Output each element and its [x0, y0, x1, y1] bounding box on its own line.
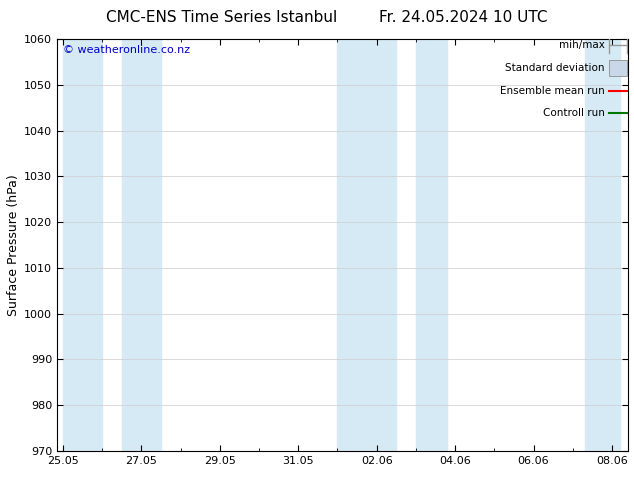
Text: Standard deviation: Standard deviation	[505, 63, 605, 73]
Text: Ensemble mean run: Ensemble mean run	[500, 86, 605, 96]
Text: CMC-ENS Time Series Istanbul: CMC-ENS Time Series Istanbul	[107, 10, 337, 25]
Bar	[585, 39, 620, 451]
Y-axis label: Surface Pressure (hPa): Surface Pressure (hPa)	[7, 174, 20, 316]
Bar	[609, 60, 626, 76]
Bar	[337, 39, 396, 451]
Bar	[122, 39, 161, 451]
Text: min/max: min/max	[559, 40, 605, 50]
Text: © weatheronline.co.nz: © weatheronline.co.nz	[63, 46, 190, 55]
Text: Controll run: Controll run	[543, 108, 605, 118]
Bar	[63, 39, 102, 451]
Bar	[416, 39, 447, 451]
Text: Fr. 24.05.2024 10 UTC: Fr. 24.05.2024 10 UTC	[378, 10, 547, 25]
